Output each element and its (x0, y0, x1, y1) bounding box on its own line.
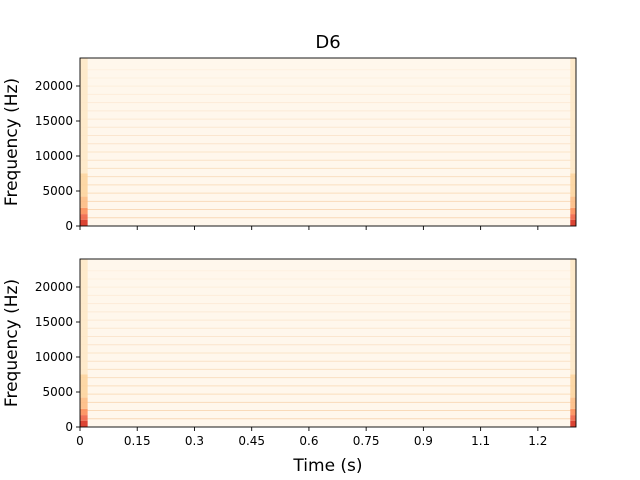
offset-energy-column (570, 173, 576, 197)
panel-1: 0 5000 10000 15000 20000 Frequency (Hz) D6 (2, 32, 577, 233)
y-axis-label: Frequency (Hz) (2, 78, 22, 206)
onset-energy-column (80, 196, 88, 208)
offset-energy-column (570, 397, 576, 409)
offset-energy-column (570, 207, 576, 215)
onset-energy-column (80, 259, 88, 375)
y-tick-label: 10000 (35, 149, 73, 163)
onset-energy-column (80, 58, 88, 174)
offset-energy-column (570, 374, 576, 398)
axes-frame (79, 258, 577, 428)
x-tick-label: 0.3 (185, 434, 204, 448)
spectrogram-background (80, 58, 576, 226)
y-tick-label: 20000 (35, 79, 73, 93)
x-tick-label: 0.9 (414, 434, 433, 448)
y-tick-label: 5000 (42, 184, 73, 198)
y-tick-label: 0 (65, 219, 73, 233)
y-axis-label: Frequency (Hz) (2, 279, 22, 407)
offset-energy-column (570, 415, 576, 421)
offset-energy-column (570, 58, 576, 174)
x-tick-label: 0.45 (238, 434, 265, 448)
y-tick-label: 15000 (35, 315, 73, 329)
onset-energy-column (80, 207, 88, 215)
offset-energy-column (570, 214, 576, 220)
onset-energy-column (80, 219, 88, 226)
y-tick-label: 20000 (35, 280, 73, 294)
onset-energy-column (80, 415, 88, 421)
onset-energy-column (80, 397, 88, 409)
y-tick-label: 5000 (42, 385, 73, 399)
onset-energy-column (80, 214, 88, 220)
spectrogram-background (80, 259, 576, 427)
chart-title: D6 (315, 32, 340, 53)
onset-energy-column (80, 173, 88, 197)
x-tick-label: 0.75 (353, 434, 380, 448)
x-tick-label: 0.15 (124, 434, 151, 448)
offset-energy-column (570, 408, 576, 416)
offset-energy-column (570, 219, 576, 226)
offset-energy-column (570, 420, 576, 427)
panel-2: 0 5000 10000 15000 20000 0 0.15 0.3 0.45 0.6 0.75 0… (2, 258, 577, 476)
x-tick-label: 1.2 (528, 434, 547, 448)
x-axis-label: Time (s) (292, 456, 362, 476)
onset-energy-column (80, 420, 88, 427)
x-tick-label: 0 (76, 434, 84, 448)
x-tick-label: 0.6 (299, 434, 318, 448)
y-tick-label: 10000 (35, 350, 73, 364)
x-tick-label: 1.1 (471, 434, 490, 448)
offset-energy-column (570, 259, 576, 375)
y-tick-label: 15000 (35, 114, 73, 128)
onset-energy-column (80, 408, 88, 416)
onset-energy-column (80, 374, 88, 398)
axes-frame (79, 57, 577, 227)
offset-energy-column (570, 196, 576, 208)
y-tick-label: 0 (65, 420, 73, 434)
